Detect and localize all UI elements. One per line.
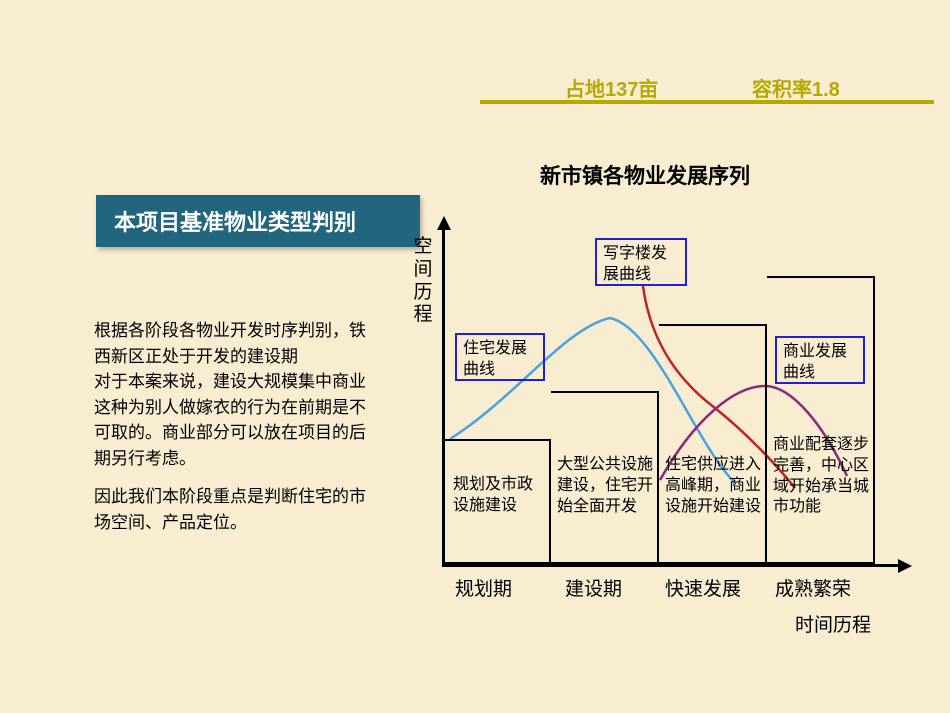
- slide-content: 占地137亩 容积率1.8 本项目基准物业类型判别 根据各阶段各物业开发时序判别…: [0, 54, 950, 683]
- x-axis-category: 快速发展: [665, 574, 741, 601]
- y-axis-label-char: 空: [412, 236, 434, 259]
- x-axis-category: 规划期: [455, 574, 512, 601]
- phase-bar: [659, 324, 767, 564]
- phase-bar: [767, 276, 875, 564]
- y-axis-label: 空间历程: [412, 236, 434, 327]
- y-axis-label-char: 间: [412, 259, 434, 282]
- x-axis: [442, 564, 900, 567]
- body-paragraph-1-line: 对于本案来说，建设大规模集中商业这种为别人做嫁衣的行为在前期是不可取的。商业部分…: [94, 369, 378, 471]
- body-paragraph-2: 因此我们本阶段重点是判断住宅的市场空间、产品定位。: [94, 484, 378, 535]
- header-area-label: 占地137亩: [565, 73, 658, 102]
- curve-callout: 住宅发展曲线: [455, 333, 545, 381]
- curve-callout: 写字楼发展曲线: [595, 238, 687, 286]
- x-axis-arrow-icon: [898, 559, 912, 573]
- y-axis-label-char: 程: [412, 304, 434, 327]
- body-paragraph-1-line: 根据各阶段各物业开发时序判别，铁西新区正处于开发的建设期: [94, 318, 378, 369]
- phase-bar-text: 规划及市政设施建设: [453, 475, 543, 517]
- header-far-label: 容积率1.8: [752, 73, 840, 102]
- x-axis-category: 建设期: [565, 574, 622, 601]
- x-axis-label: 时间历程: [795, 610, 871, 637]
- x-axis-category: 成熟繁荣: [775, 574, 851, 601]
- curve-callout: 商业发展曲线: [775, 336, 865, 384]
- phase-bar-text: 住宅供应进入高峰期，商业设施开始建设: [665, 455, 763, 517]
- phase-bar-text: 大型公共设施建设，住宅开始全面开发: [557, 455, 655, 517]
- section-title-box: 本项目基准物业类型判别: [96, 195, 420, 247]
- y-axis-label-char: 历: [412, 282, 434, 305]
- phase-bar-text: 商业配套逐步完善，中心区域开始承当城市功能: [773, 435, 871, 518]
- chart-area: 空间历程 时间历程 规划及市政设施建设大型公共设施建设，住宅开始全面开发住宅供应…: [395, 218, 925, 648]
- body-paragraph-1: 根据各阶段各物业开发时序判别，铁西新区正处于开发的建设期对于本案来说，建设大规模…: [94, 318, 378, 471]
- y-axis-arrow-icon: [437, 216, 451, 230]
- header-rule: [480, 100, 934, 104]
- chart-title: 新市镇各物业发展序列: [540, 160, 750, 190]
